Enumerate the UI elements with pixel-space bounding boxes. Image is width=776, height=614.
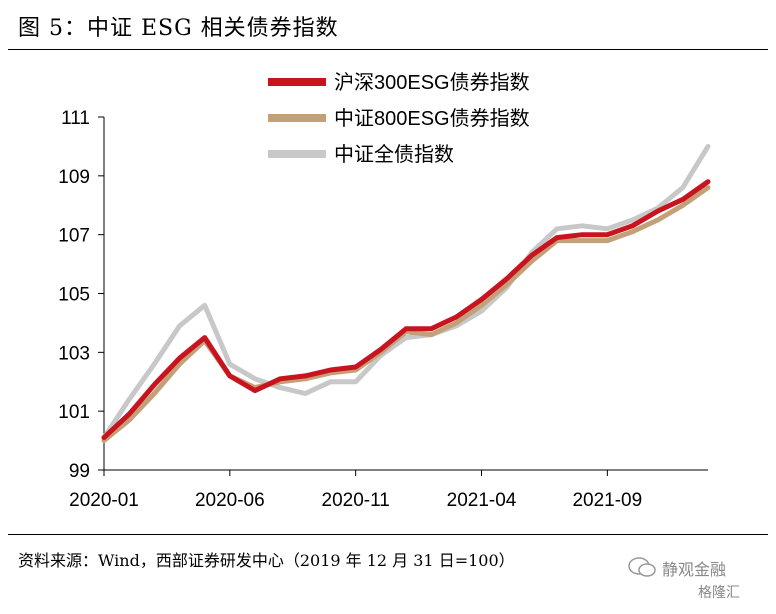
y-tick-label: 103 — [58, 343, 90, 364]
series-line-zzall — [101, 143, 711, 441]
series-layer — [101, 143, 711, 444]
x-tick-label: 2020-06 — [195, 490, 265, 511]
x-tick-label: 2020-11 — [322, 490, 390, 511]
title-divider — [8, 49, 768, 50]
y-tick-label: 109 — [58, 167, 90, 188]
y-tick-label: 101 — [58, 402, 90, 423]
legend-label-hs300: 沪深300ESG债券指数 — [334, 71, 530, 94]
axis-layer: 99 101 103 105 107 109 111 2020-01 2020-06 2020-1… — [58, 108, 708, 511]
line-chart: 99 101 103 105 107 109 111 2020-01 2020-06 2020-1… — [58, 71, 711, 511]
watermark: 静观金融 格隆汇 — [628, 550, 768, 610]
series-line-hs300 — [101, 179, 711, 441]
y-tick-label: 111 — [61, 108, 90, 129]
wechat-icon — [628, 557, 656, 577]
y-tick-label: 99 — [69, 461, 90, 482]
x-tick-label: 2020-01 — [69, 490, 139, 511]
watermark-brand: 静观金融 — [662, 560, 727, 579]
legend-label-zz800: 中证800ESG债券指数 — [334, 107, 530, 130]
y-tick-label: 105 — [58, 285, 90, 306]
footer-divider — [8, 534, 768, 535]
x-tick-label: 2021-04 — [447, 490, 517, 511]
source-note: 资料来源：Wind，西部证券研发中心（2019 年 12 月 31 日=100） — [18, 551, 515, 570]
x-tick-label: 2021-09 — [572, 490, 642, 511]
legend-label-zzall: 中证全债指数 — [334, 143, 454, 166]
chart-title: 图 5：中证 ESG 相关债券指数 — [18, 16, 339, 41]
y-tick-label: 107 — [58, 226, 90, 247]
watermark-sub: 格隆汇 — [698, 585, 740, 601]
